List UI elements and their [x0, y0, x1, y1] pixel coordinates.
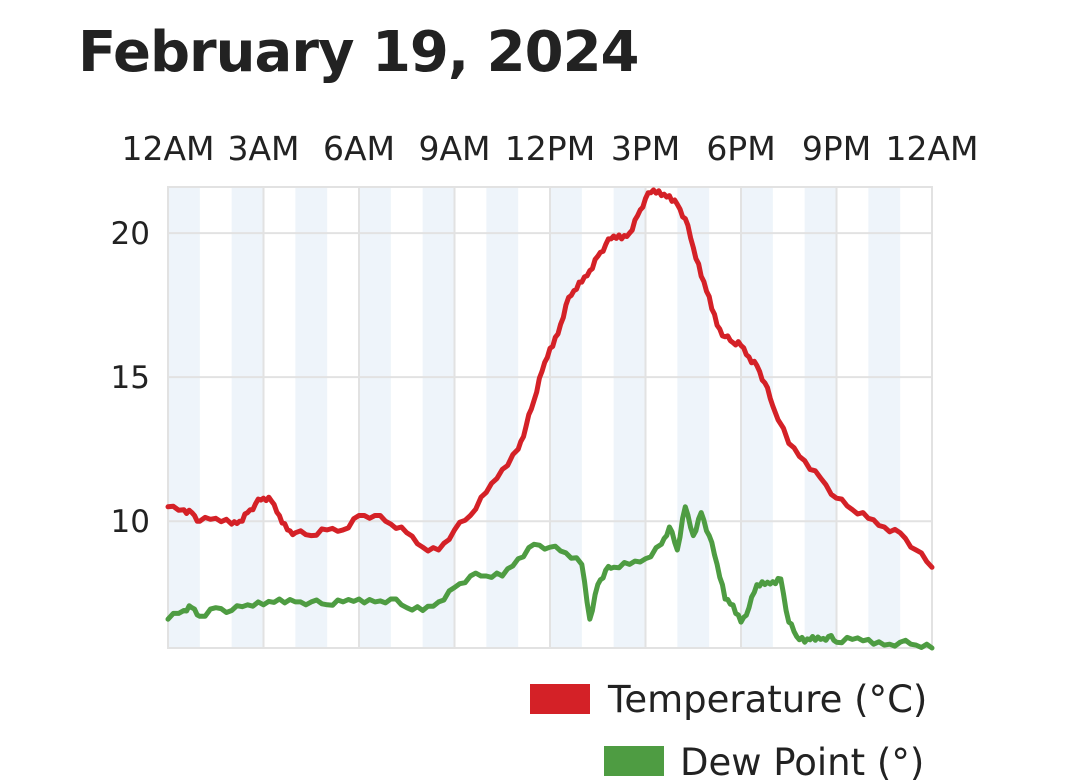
hour-band — [359, 187, 391, 648]
hour-band — [422, 187, 455, 648]
plot-frame — [167, 186, 933, 649]
hour-band — [613, 187, 646, 648]
y-tick-label: 15 — [111, 360, 150, 396]
legend-label-temperature: Temperature (°C) — [607, 678, 927, 721]
x-tick-label: 3AM — [227, 129, 299, 168]
page-title: February 19, 2024 — [78, 20, 639, 85]
x-tick-label: 6PM — [706, 129, 775, 168]
hour-band — [804, 187, 837, 648]
x-axis-tick-labels: 12AM 3AM 6AM 9AM 12PM 3PM 6PM 9PM 12AM — [121, 129, 978, 168]
chart-legend: Temperature (°C) Dew Point (°) — [530, 678, 927, 780]
x-tick-label: 12AM — [885, 129, 978, 168]
y-axis-tick-labels: 10 15 20 — [111, 216, 150, 540]
legend-swatch-dew-point — [604, 746, 664, 776]
legend-label-dew-point: Dew Point (°) — [680, 741, 924, 780]
legend-swatch-temperature — [530, 684, 590, 714]
hour-band — [868, 187, 901, 648]
x-tick-label: 9AM — [418, 129, 490, 168]
hour-band — [677, 187, 710, 648]
chart-gridlines — [167, 186, 933, 649]
x-tick-label: 9PM — [802, 129, 871, 168]
hour-band — [550, 187, 582, 648]
x-tick-label: 12PM — [505, 129, 595, 168]
temperature-line — [165, 187, 935, 570]
hour-band — [168, 187, 200, 648]
x-tick-label: 3PM — [611, 129, 680, 168]
y-tick-label: 20 — [111, 216, 150, 252]
hour-band — [741, 187, 773, 648]
hour-band — [231, 187, 264, 648]
hour-band — [486, 187, 519, 648]
dew-point-line — [165, 504, 935, 651]
x-tick-label: 12AM — [121, 129, 214, 168]
y-tick-label: 10 — [111, 504, 150, 540]
hour-band — [295, 187, 328, 648]
chart-background-bands — [168, 187, 901, 648]
x-tick-label: 6AM — [323, 129, 395, 168]
chart-series-lines — [165, 187, 935, 651]
